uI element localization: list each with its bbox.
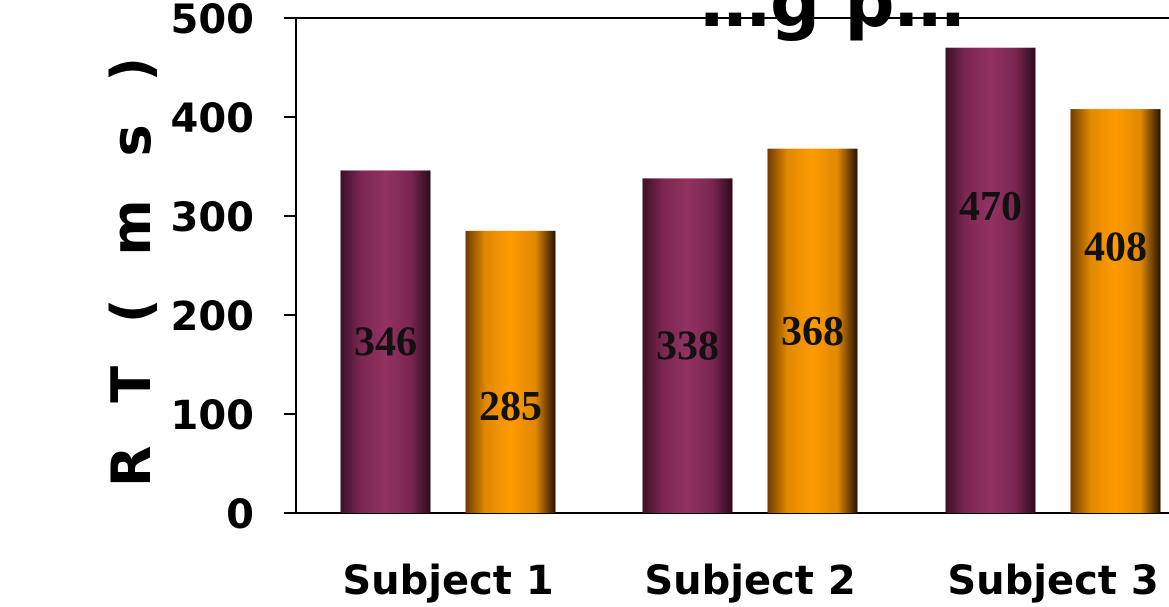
- data-label: 285: [479, 384, 542, 430]
- plot-area: 0 100 200 300 400 500 346 285 Subject 1 338 368 Sub…: [171, 0, 1169, 604]
- y-tick-label: 0: [226, 492, 254, 538]
- bar: [642, 178, 733, 513]
- x-tick-label: Subject 2: [644, 558, 855, 604]
- chart-title: …g p…: [700, 0, 965, 43]
- bar: [340, 170, 431, 513]
- bar: [767, 148, 858, 513]
- data-label: 346: [354, 320, 417, 366]
- y-tick-label: 100: [171, 393, 255, 439]
- bar: [465, 230, 556, 513]
- y-tick-label: 500: [171, 0, 255, 43]
- y-tick-label: 300: [171, 195, 255, 241]
- data-label: 368: [781, 309, 844, 355]
- y-tick-label: 400: [171, 96, 255, 142]
- data-label: 338: [656, 324, 719, 370]
- y-axis-label: R T ( m s ): [100, 45, 163, 487]
- bar: [1070, 109, 1161, 513]
- data-label: 408: [1084, 224, 1147, 270]
- data-label: 470: [959, 184, 1022, 230]
- bar: [945, 47, 1036, 513]
- y-tick-label: 200: [171, 294, 255, 340]
- x-tick-label: Subject 3: [947, 558, 1158, 604]
- x-tick-label: Subject 1: [342, 558, 553, 604]
